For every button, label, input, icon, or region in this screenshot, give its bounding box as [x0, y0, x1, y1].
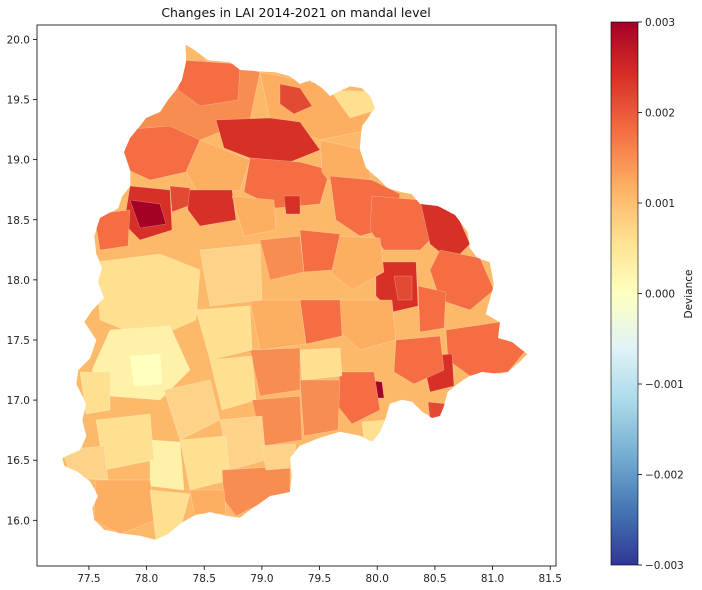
- colorbar-tick-label: 0.001: [645, 198, 675, 210]
- mandal-region: [185, 189, 237, 227]
- colorbar-label: Deviance: [683, 270, 695, 319]
- colorbar-tick-label: 0.003: [645, 17, 675, 29]
- mandal-region: [393, 275, 413, 301]
- x-tick-label: 80.5: [423, 573, 446, 585]
- mandal-region: [299, 379, 341, 437]
- x-tick-label: 79.5: [308, 573, 331, 585]
- y-tick-label: 16.5: [7, 455, 30, 467]
- mandal-region: [95, 253, 201, 341]
- colorbar-tick-label: −0.002: [645, 470, 684, 482]
- y-axis: 16.0 16.5 17.0 17.5 18.0 18.5 19.0 19.5 20.0: [7, 34, 37, 527]
- x-axis: 77.5 78.0 78.5 79.0 79.5 80.0 80.5 81.0 81.5: [77, 566, 562, 585]
- chart-title: Changes in LAI 2014-2021 on mandal level: [161, 5, 430, 20]
- x-tick-label: 80.0: [366, 573, 389, 585]
- colorbar-tick-label: −0.003: [645, 560, 684, 572]
- y-tick-label: 19.0: [7, 155, 30, 167]
- x-tick-label: 81.0: [481, 573, 504, 585]
- y-tick-label: 18.0: [7, 275, 30, 287]
- mandal-region: [259, 235, 305, 281]
- y-tick-label: 17.0: [7, 395, 30, 407]
- y-tick-label: 16.0: [7, 515, 30, 527]
- mandal-region: [129, 353, 163, 387]
- mandal-region: [231, 195, 277, 237]
- mandal-region: [283, 195, 301, 215]
- mandal-region: [129, 199, 167, 229]
- colorbar-ticks: 0.003 0.002 0.001 0.000 −0.001 −0.002 −0.003: [638, 17, 684, 572]
- mandal-region: [393, 335, 445, 385]
- colorbar-tick-label: 0.000: [645, 289, 675, 301]
- mandal-region: [149, 439, 185, 491]
- x-tick-label: 78.5: [193, 573, 216, 585]
- y-tick-label: 19.5: [7, 95, 30, 107]
- mandal-region: [249, 347, 301, 397]
- mandal-region: [243, 157, 331, 209]
- y-tick-label: 20.0: [7, 34, 30, 46]
- x-tick-label: 79.0: [250, 573, 273, 585]
- mandal-region: [299, 299, 343, 345]
- mandal-region: [215, 117, 321, 163]
- y-tick-label: 17.5: [7, 335, 30, 347]
- mandal-region: [199, 243, 263, 307]
- mandal-region: [279, 83, 313, 115]
- y-tick-label: 18.5: [7, 215, 30, 227]
- colorbar-tick-label: 0.002: [645, 108, 675, 120]
- telangana-mandal-map: [61, 43, 529, 541]
- mandal-region: [299, 347, 343, 381]
- colorbar-gradient: [610, 21, 639, 566]
- colorbar: 0.003 0.002 0.001 0.000 −0.001 −0.002 −0.003 D…: [610, 17, 695, 572]
- mandal-region: [189, 489, 227, 515]
- mandal-region: [249, 299, 307, 351]
- x-tick-label: 78.0: [135, 573, 158, 585]
- x-tick-label: 77.5: [77, 573, 100, 585]
- mandal-region: [195, 305, 253, 361]
- x-tick-label: 81.5: [539, 573, 562, 585]
- colorbar-tick-label: −0.001: [645, 379, 684, 391]
- mandal-region: [93, 479, 157, 535]
- mandal-region: [169, 185, 191, 213]
- mandal-region: [79, 371, 111, 415]
- mandal-region: [93, 209, 131, 251]
- mandal-region: [417, 285, 447, 333]
- mandal-region: [299, 229, 341, 273]
